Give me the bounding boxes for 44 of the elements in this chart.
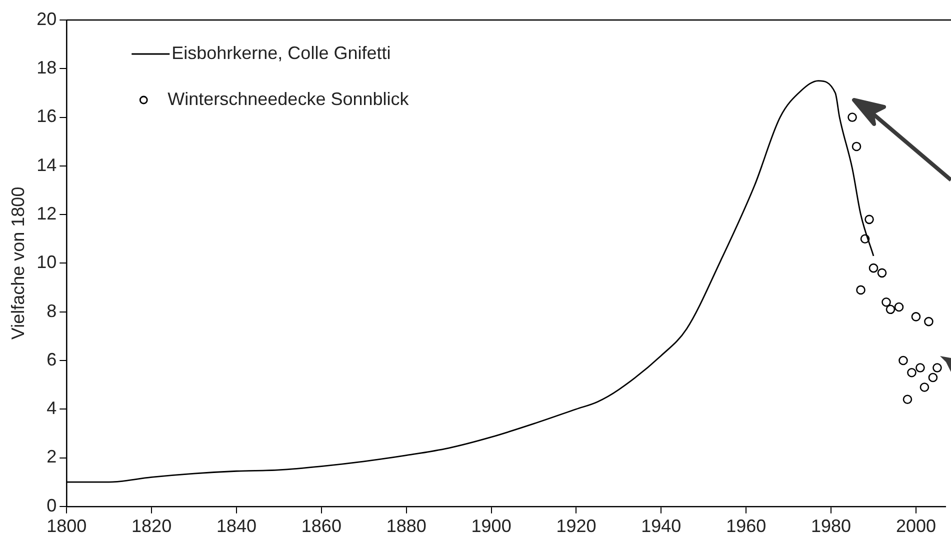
point — [886, 304, 896, 314]
y-tick-label: 20 — [36, 8, 57, 29]
legend-label: Winterschneedecke Sonnblick — [168, 88, 410, 109]
x-tick-label: 1960 — [726, 516, 766, 536]
y-tick-label: 8 — [46, 300, 57, 321]
y-tick-label: 2 — [46, 446, 57, 467]
x-tick-label: 1880 — [386, 516, 426, 536]
y-tick-label: 4 — [46, 398, 57, 418]
point — [920, 382, 930, 392]
x-tick-label: 1920 — [556, 516, 596, 536]
point — [911, 312, 921, 322]
point — [868, 263, 878, 273]
y-tick-label: 12 — [36, 204, 57, 224]
point — [928, 372, 938, 382]
x-tick-label: 1980 — [811, 516, 852, 536]
point — [860, 234, 870, 244]
point — [856, 285, 866, 295]
y-axis-title: Vielfache von 1800 — [8, 186, 28, 340]
point — [848, 112, 857, 122]
point — [864, 214, 874, 224]
point — [916, 363, 925, 372]
x-tick-label: 1860 — [301, 516, 342, 536]
x-tick-label: 1820 — [132, 516, 172, 536]
x-tick-label: 1800 — [46, 516, 87, 536]
y-tick-label: 0 — [46, 495, 57, 516]
y-tick-label: 18 — [36, 58, 57, 78]
x-tick-label: 2000 — [896, 516, 936, 536]
y-tick-label: 10 — [36, 252, 57, 272]
x-tick-label: 1840 — [216, 516, 257, 536]
point — [898, 356, 908, 366]
point — [852, 142, 862, 152]
point — [902, 394, 912, 404]
y-tick-label: 16 — [36, 106, 57, 126]
x-tick-label: 1940 — [641, 516, 682, 536]
y-tick-label: 6 — [46, 349, 57, 370]
point — [907, 368, 916, 378]
legend-label: Eisbohrkerne, Colle Gnifetti — [172, 42, 391, 63]
point — [882, 297, 891, 307]
y-tick-label: 14 — [36, 154, 57, 175]
x-tick-label: 1900 — [471, 516, 512, 536]
point — [924, 316, 934, 326]
point — [894, 302, 904, 312]
point — [932, 363, 942, 372]
point — [877, 268, 887, 278]
